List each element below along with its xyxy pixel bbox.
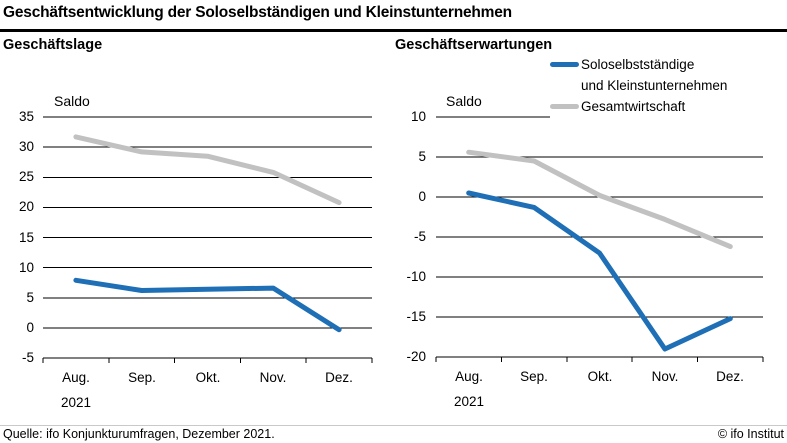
legend-item-soloselbststaendige: Soloselbstständige und Kleinstunternehme… [550,54,787,96]
legend-label-gesamtwirtschaft: Gesamtwirtschaft [581,96,685,117]
x-tick-label: Okt. [195,370,221,385]
footer-divider [0,425,787,426]
x-tick-label: Aug. [455,369,483,384]
chart-title-geschaeftslage: Geschäftslage [3,37,103,53]
y-tick-label: 0 [418,189,426,204]
y-tick-label: 25 [18,169,34,184]
y-tick-label: 5 [26,290,34,305]
y-tick-label: -15 [406,309,426,324]
x-tick-label: Aug. [62,370,90,385]
y-tick-label: 30 [18,139,34,154]
page-title: Geschäftsentwicklung der Soloselbständig… [3,4,512,21]
x-tick-label: Dez. [325,370,353,385]
y-tick-label: -20 [406,349,426,364]
y-tick-label: -10 [406,269,426,284]
chart-title-geschaeftserwartungen: Geschäftserwartungen [395,37,553,53]
y-tick-label: 0 [26,320,34,335]
y-tick-label: 10 [18,260,34,275]
x-tick-label: Sep. [520,369,548,384]
y-tick-label: -5 [413,229,426,244]
x-axis-year-label: 2021 [453,394,485,409]
copyright-note: © ifo Institut [717,427,784,441]
legend-marker-blue-line [550,62,579,67]
x-axis-year-label: 2021 [60,395,92,410]
x-tick-label: Okt. [587,369,613,384]
series-line-soloselbstst-ndige-und-kleinstunternehmen [466,190,733,352]
chart-plot-geschaeftserwartungen [435,116,764,362]
legend-marker-gray-line [550,104,579,109]
y-tick-label: 5 [418,149,426,164]
y-tick-label: -5 [21,350,34,365]
series-line-gesamtwirtschaft [466,149,733,250]
legend-label-soloselbststaendige: Soloselbstständige und Kleinstunternehme… [581,54,727,96]
x-tick-label: Nov. [651,369,679,384]
y-tick-label: 15 [18,230,34,245]
series-line-gesamtwirtschaft [73,134,342,206]
x-tick-label: Dez. [716,369,744,384]
series-line-soloselbstst-ndige-und-kleinstunternehmen [73,277,342,333]
y-tick-label: 10 [410,109,426,124]
y-axis-title-left: Saldo [54,93,90,109]
legend-label-line-1: Soloselbstständige [581,57,695,72]
y-tick-label: 20 [18,199,34,214]
legend-label-line-1: Gesamtwirtschaft [581,99,686,114]
x-tick-label: Nov. [259,370,287,385]
y-tick-label: 35 [18,109,34,124]
title-divider [0,29,787,32]
source-note: Quelle: ifo Konjunkturumfragen, Dezember… [3,427,275,441]
legend-label-line-2: und Kleinstunternehmen [581,78,728,93]
x-tick-label: Sep. [128,370,156,385]
chart-plot-geschaeftslage [42,116,373,363]
legend: Soloselbstständige und Kleinstunternehme… [550,50,787,119]
legend-item-gesamtwirtschaft: Gesamtwirtschaft [550,96,787,117]
y-axis-title-right: Saldo [446,93,482,109]
